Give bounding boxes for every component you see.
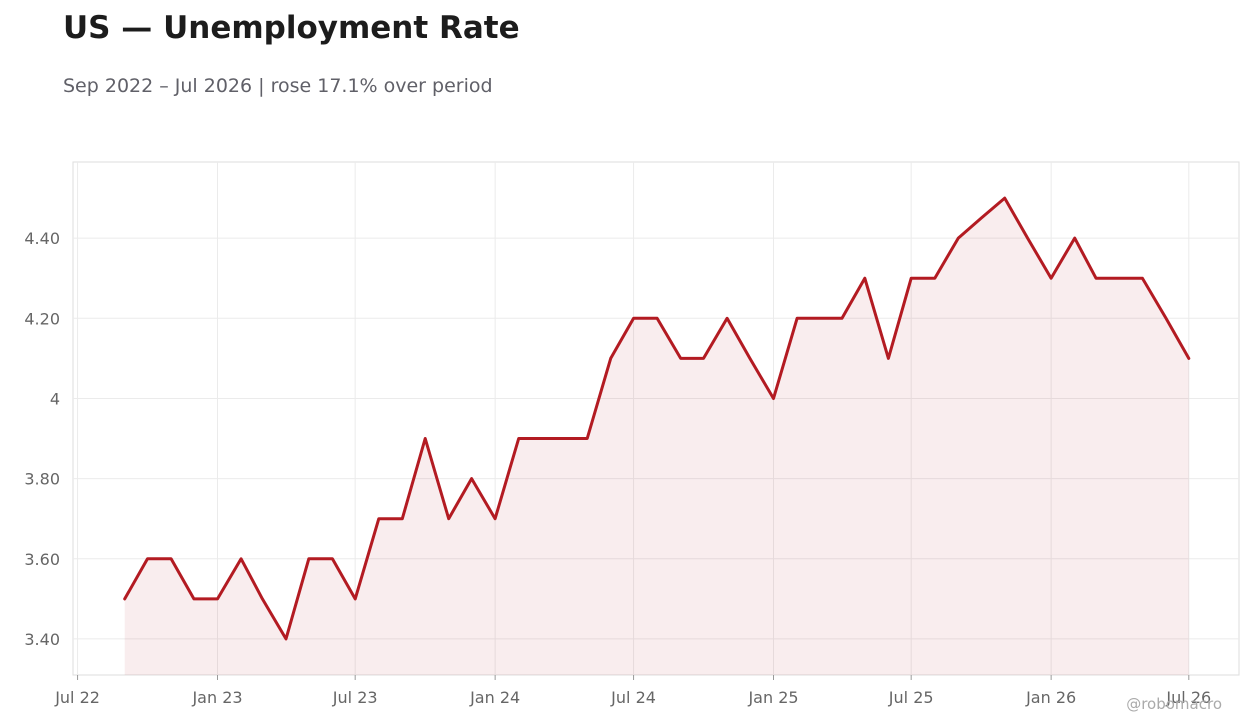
data-point (424, 437, 427, 440)
data-point (957, 237, 960, 240)
x-tick-label: Jul 26 (1165, 688, 1211, 707)
data-point (1118, 277, 1121, 280)
data-point (772, 397, 775, 400)
data-point (240, 557, 243, 560)
series-line (123, 196, 1191, 641)
data-point (216, 597, 219, 600)
x-tick-label: Jan 23 (191, 688, 242, 707)
data-point (470, 477, 473, 480)
data-point (377, 517, 380, 520)
data-point (933, 277, 936, 280)
data-point (517, 437, 520, 440)
series-area (124, 198, 1189, 675)
data-point (656, 317, 659, 320)
data-point (123, 597, 126, 600)
data-point (1073, 237, 1076, 240)
data-point (1187, 357, 1190, 360)
x-tick-label: Jan 24 (469, 688, 520, 707)
data-point (1141, 277, 1144, 280)
data-point (146, 557, 149, 560)
data-point (261, 597, 264, 600)
x-tick-label: Jul 24 (610, 688, 656, 707)
data-point (679, 357, 682, 360)
data-point (447, 517, 450, 520)
data-point (285, 637, 288, 640)
data-point (863, 277, 866, 280)
data-point (401, 517, 404, 520)
data-point (331, 557, 334, 560)
data-point (539, 437, 542, 440)
x-tick-label: Jan 25 (747, 688, 798, 707)
data-point (609, 357, 612, 360)
credit-label: @robomacro (1126, 695, 1222, 713)
y-tick-label: 3.60 (24, 550, 60, 569)
x-tick-label: Jul 22 (54, 688, 100, 707)
chart-subtitle: Sep 2022 – Jul 2026 | rose 17.1% over pe… (63, 75, 493, 97)
x-tick-label: Jul 23 (332, 688, 378, 707)
data-point (817, 317, 820, 320)
y-tick-label: 4.40 (24, 229, 60, 248)
data-point (980, 217, 983, 220)
y-tick-label: 3.80 (24, 470, 60, 489)
data-point (192, 597, 195, 600)
data-point (910, 277, 913, 280)
data-point (563, 437, 566, 440)
y-tick-label: 3.40 (24, 630, 60, 649)
data-point (726, 317, 729, 320)
data-point (1026, 237, 1029, 240)
data-point (632, 317, 635, 320)
x-tick-label: Jul 25 (888, 688, 934, 707)
data-point (170, 557, 173, 560)
data-point (1003, 197, 1006, 200)
data-point (354, 597, 357, 600)
data-point (796, 317, 799, 320)
chart-title: US — Unemployment Rate (63, 10, 520, 46)
data-point (841, 317, 844, 320)
data-point (586, 437, 589, 440)
x-tick-label: Jan 26 (1025, 688, 1076, 707)
data-point (887, 357, 890, 360)
data-point (702, 357, 705, 360)
plot-frame (72, 161, 1240, 676)
y-tick-label: 4 (50, 389, 60, 408)
data-point (1165, 317, 1168, 320)
data-point (494, 517, 497, 520)
data-point (1050, 277, 1053, 280)
data-point (307, 557, 310, 560)
data-point (748, 357, 751, 360)
data-point (1095, 277, 1098, 280)
y-tick-label: 4.20 (24, 309, 60, 328)
